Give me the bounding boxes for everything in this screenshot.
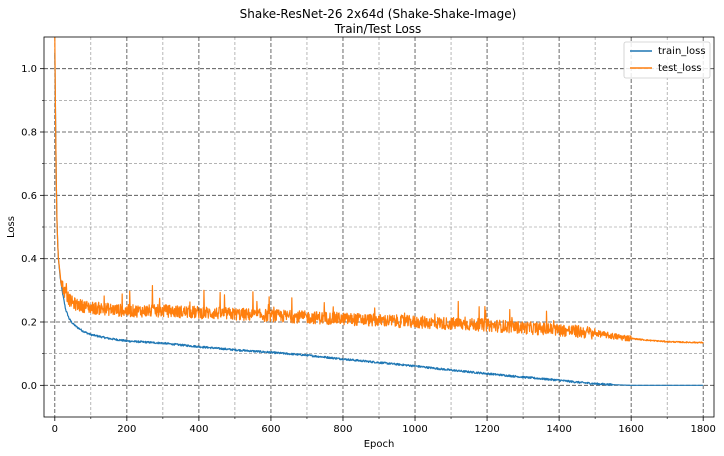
chart-subtitle: Train/Test Loss: [334, 22, 422, 36]
x-tick-label: 400: [189, 424, 208, 435]
tick-layer: 0 200 400 600 800 1000 1200 1400 1600 1800 0.0 0.2 0…: [21, 64, 716, 435]
y-tick-label: 0.4: [21, 254, 37, 265]
y-axis-label: Loss: [6, 216, 17, 238]
legend-train-loss-label: train_loss: [658, 46, 706, 57]
series-layer: [54, 37, 704, 387]
x-tick-label: 600: [261, 424, 280, 435]
series-line-test-loss: [54, 37, 704, 344]
legend-test-loss-label: test_loss: [658, 63, 702, 74]
legend: train_loss test_loss: [623, 41, 711, 79]
x-tick-label: 1600: [618, 424, 643, 435]
x-tick-label: 200: [117, 424, 136, 435]
x-tick-label: 1200: [474, 424, 499, 435]
y-tick-label: 0.6: [21, 191, 37, 202]
y-tick-label: 0.8: [21, 128, 37, 139]
x-tick-label: 1400: [546, 424, 571, 435]
x-tick-label: 1000: [402, 424, 427, 435]
grid-layer: [44, 37, 714, 417]
x-axis-label: Epoch: [364, 439, 395, 450]
chart-title: Shake-ResNet-26 2x64d (Shake-Shake-Image…: [240, 7, 517, 21]
y-tick-label: 0.0: [21, 381, 37, 392]
series-line-train-loss: [54, 52, 704, 387]
x-tick-label: 0: [52, 424, 58, 435]
y-tick-label: 1.0: [21, 64, 37, 75]
x-tick-label: 800: [333, 424, 352, 435]
y-tick-label: 0.2: [21, 318, 37, 329]
x-tick-label: 1800: [690, 424, 715, 435]
